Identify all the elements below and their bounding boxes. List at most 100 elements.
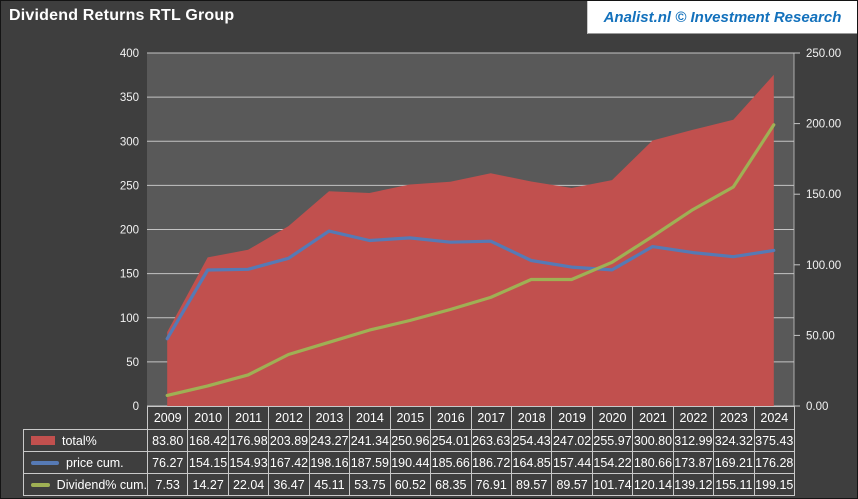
value-cell: 199.15 <box>753 473 796 496</box>
year-cell: 2022 <box>672 406 715 430</box>
right-axis-tick-label: 200.00 <box>806 119 841 131</box>
value-cell: 83.80 <box>146 429 189 452</box>
value-cell: 324.32 <box>713 429 755 452</box>
value-cell: 60.52 <box>389 473 432 496</box>
value-cell: 186.72 <box>470 451 512 474</box>
left-axis-tick-label: 150 <box>120 269 139 281</box>
dividend-cum-row: Dividend% cum. 7.53 14.27 22.04 36.47 45.11 53… <box>23 473 796 496</box>
right-axis-tick-label: 100.00 <box>806 260 841 272</box>
value-cell: 139.12 <box>672 473 715 496</box>
value-cell: 241.34 <box>349 429 391 452</box>
value-cell: 155.11 <box>713 473 755 496</box>
value-cell: 247.02 <box>551 429 593 452</box>
price-cum-row: price cum. 76.27 154.15 154.93 167.42 198.16 1… <box>23 451 796 474</box>
value-cell: 185.66 <box>430 451 472 474</box>
total-row: total% 83.80 168.42 176.98 203.89 243.27 241.3… <box>23 429 796 452</box>
value-cell: 14.27 <box>187 473 229 496</box>
dividend-returns-chart: 250.00 200.00 150.00 100.00 50.00 0.00 400 350 3… <box>120 48 841 413</box>
year-cell: 2021 <box>632 406 674 430</box>
value-cell: 176.28 <box>753 451 796 474</box>
value-cell: 187.59 <box>349 451 391 474</box>
year-cell: 2012 <box>268 406 310 430</box>
price-cum-legend-cell: price cum. <box>23 451 148 474</box>
value-cell: 255.97 <box>591 429 634 452</box>
value-cell: 53.75 <box>349 473 391 496</box>
value-cell: 45.11 <box>308 473 351 496</box>
left-axis-tick-label: 0 <box>133 401 139 413</box>
year-cell: 2010 <box>187 406 229 430</box>
right-axis-tick-label: 50.00 <box>806 330 835 342</box>
dividend-cum-line-series <box>165 123 776 397</box>
left-axis-tick-label: 350 <box>120 92 139 104</box>
corner-blank-cell <box>24 407 148 430</box>
value-cell: 254.01 <box>430 429 472 452</box>
brand-label: Analist.nl © Investment Research <box>603 8 842 26</box>
total-legend-cell: total% <box>23 429 148 452</box>
left-axis-tick-label: 400 <box>120 48 139 60</box>
total-legend-swatch-icon <box>31 436 55 445</box>
value-cell: 198.16 <box>308 451 351 474</box>
value-cell: 254.43 <box>510 429 553 452</box>
value-cell: 167.42 <box>268 451 310 474</box>
brand-banner: Analist.nl © Investment Research <box>587 1 857 34</box>
year-cell: 2014 <box>349 406 391 430</box>
value-cell: 36.47 <box>268 473 310 496</box>
page-title: Dividend Returns RTL Group <box>9 7 235 24</box>
value-cell: 76.27 <box>146 451 189 474</box>
year-cell: 2013 <box>308 406 351 430</box>
value-cell: 180.66 <box>632 451 674 474</box>
value-cell: 190.44 <box>389 451 432 474</box>
value-cell: 157.44 <box>551 451 593 474</box>
value-cell: 89.57 <box>510 473 553 496</box>
value-cell: 22.04 <box>227 473 270 496</box>
value-cell: 101.74 <box>591 473 634 496</box>
value-cell: 250.96 <box>389 429 432 452</box>
value-cell: 68.35 <box>430 473 472 496</box>
left-axis-tick-label: 250 <box>120 180 139 192</box>
right-axis-tick-label: 250.00 <box>806 48 841 60</box>
year-cell: 2011 <box>227 406 270 430</box>
value-cell: 168.42 <box>187 429 229 452</box>
year-cell: 2009 <box>146 406 189 430</box>
value-cell: 176.98 <box>227 429 270 452</box>
left-axis-tick-label: 200 <box>120 225 139 237</box>
year-cell: 2019 <box>551 406 593 430</box>
value-cell: 154.93 <box>227 451 270 474</box>
value-cell: 173.87 <box>672 451 715 474</box>
value-cell: 7.53 <box>146 473 189 496</box>
year-cell: 2015 <box>389 406 432 430</box>
left-axis-tick-label: 100 <box>120 313 139 325</box>
value-cell: 243.27 <box>308 429 351 452</box>
value-cell: 375.43 <box>753 429 796 452</box>
year-cell: 2023 <box>713 406 755 430</box>
value-cell: 300.80 <box>632 429 674 452</box>
year-cell: 2016 <box>430 406 472 430</box>
value-cell: 169.21 <box>713 451 755 474</box>
year-cell: 2020 <box>591 406 634 430</box>
year-cell: 2018 <box>510 406 553 430</box>
value-cell: 154.15 <box>187 451 229 474</box>
right-axis-tick-label: 150.00 <box>806 189 841 201</box>
legend-label: price cum. <box>66 455 124 470</box>
value-cell: 154.22 <box>591 451 634 474</box>
left-axis-tick-label: 300 <box>120 136 139 148</box>
legend-label: total% <box>62 433 97 448</box>
year-header-row: 2009 2010 2011 2012 2013 2014 2015 2016 2017 2018… <box>24 406 796 430</box>
value-cell: 263.63 <box>470 429 512 452</box>
price-cum-line-series <box>165 229 776 341</box>
value-cell: 89.57 <box>551 473 593 496</box>
year-cell: 2024 <box>753 406 796 430</box>
price-cum-legend-swatch-icon <box>31 460 59 465</box>
data-table: 2009 2010 2011 2012 2013 2014 2015 2016 2017 2018… <box>23 406 796 496</box>
value-cell: 312.99 <box>672 429 715 452</box>
left-axis-tick-label: 50 <box>126 357 139 369</box>
value-cell: 76.91 <box>470 473 512 496</box>
legend-entry: Dividend% cum. <box>25 477 147 492</box>
year-cell: 2017 <box>470 406 512 430</box>
value-cell: 203.89 <box>268 429 310 452</box>
legend-label: Dividend% cum. <box>56 477 147 492</box>
dividend-cum-legend-cell: Dividend% cum. <box>23 473 148 496</box>
dividend-cum-legend-swatch-icon <box>31 482 50 487</box>
legend-entry: total% <box>25 433 147 448</box>
